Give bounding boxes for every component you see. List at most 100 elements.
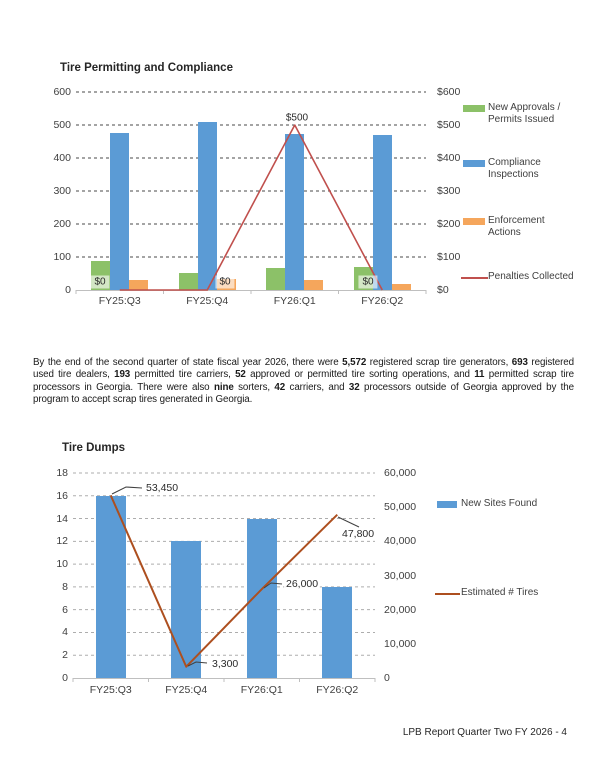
right-axis-tick-label: $600	[437, 86, 461, 98]
right-axis-tick-label: 10,000	[384, 637, 417, 650]
paragraph-bold-value: 32	[348, 381, 360, 393]
legend-label-line: Inspections	[488, 168, 539, 180]
x-axis-category-label: FY25:Q3	[98, 295, 141, 307]
bar-new-approvals-permits-issued-fy25-q4	[178, 272, 198, 290]
data-label-estimated-tires: 3,300	[210, 658, 241, 670]
legend-label-new-approvals-permits-issued: New Approvals / Permits Issued	[488, 102, 560, 125]
legend-label-line: New Sites Found	[461, 498, 538, 509]
data-label-leader-line	[111, 486, 143, 495]
right-axis-tick-label: 30,000	[384, 569, 417, 582]
bar-enforcement-actions-fy26-q2	[391, 284, 411, 290]
paragraph-text: By the end of the second quarter of stat…	[33, 357, 343, 368]
data-label-penalties-collected: $0	[358, 275, 378, 289]
right-axis-tick-label: 40,000	[384, 535, 417, 548]
chart2-title: Tire Dumps	[62, 442, 126, 454]
legend-swatch-compliance-inspections	[463, 160, 485, 167]
x-axis-category-label: FY25:Q4	[186, 295, 229, 307]
legend-label-estimated-tires: Estimated # Tires	[461, 587, 538, 599]
left-axis-tick-label: 500	[53, 119, 71, 131]
legend-label-line: New Approvals /	[488, 102, 561, 113]
paragraph-text: permitted tire carriers,	[130, 369, 236, 381]
left-axis-tick-label: 300	[53, 185, 71, 197]
body-paragraph: By the end of the second quarter of stat…	[33, 357, 574, 407]
x-axis-category-label: FY25:Q4	[165, 684, 208, 696]
paragraph-bold-value: 693	[511, 357, 528, 368]
left-axis-tick-label: 0	[62, 672, 68, 684]
legend-label-line: Actions	[488, 226, 521, 238]
left-axis-tick-label: 200	[53, 218, 71, 230]
data-label-penalties-collected: $0	[215, 275, 235, 289]
bar-compliance-inspections-fy26-q1	[285, 133, 305, 290]
left-axis-tick-label: 10	[56, 558, 68, 571]
x-axis-category-label: FY26:Q2	[316, 684, 359, 696]
left-axis-tick-label: 6	[62, 603, 68, 616]
x-axis-category-label: FY26:Q2	[361, 295, 404, 307]
left-axis-tick-label: 0	[65, 284, 71, 296]
left-axis-tick-label: 14	[56, 512, 68, 525]
paragraph-text: approved or permitted tire sorting opera…	[245, 369, 475, 381]
page-footer: LPB Report Quarter Two FY 2026 - 4	[402, 727, 567, 738]
data-label-penalties-collected: $500	[281, 111, 313, 125]
data-label-estimated-tires: 26,000	[284, 578, 321, 590]
data-label-leader-line	[337, 516, 360, 528]
legend-swatch-enforcement-actions	[463, 218, 485, 225]
bar-new-sites-found-fy26-q1	[246, 518, 277, 678]
x-axis-category-label: FY26:Q1	[273, 295, 316, 307]
left-axis-tick-label: 18	[56, 467, 68, 479]
right-axis-tick-label: 60,000	[384, 467, 417, 479]
data-label-estimated-tires: 47,800	[340, 528, 377, 540]
bar-new-sites-found-fy25-q3	[95, 495, 126, 678]
paragraph-text: registered used tire dealers,	[33, 357, 574, 381]
paragraph-text: registered scrap tire generators,	[366, 357, 512, 368]
legend-label-line: Estimated # Tires	[461, 587, 539, 598]
paragraph-bold-value: 11	[474, 369, 485, 381]
right-axis-tick-label: $300	[437, 185, 461, 197]
left-axis-tick-label: 8	[62, 580, 68, 593]
legend-label-new-sites-found: New Sites Found	[461, 498, 537, 510]
paragraph-bold-value: 193	[114, 369, 131, 381]
right-axis-tick-label: 50,000	[384, 501, 417, 514]
paragraph-text: sorters,	[233, 381, 275, 393]
paragraph-bold-value: 42	[274, 381, 286, 393]
paragraph-text: carriers, and	[285, 381, 349, 393]
legend-label-line: Compliance	[488, 157, 541, 168]
x-axis-category-label: FY26:Q1	[240, 684, 283, 696]
right-axis-tick-label: $500	[437, 119, 461, 131]
bar-compliance-inspections-fy26-q2	[372, 134, 392, 290]
bar-new-sites-found-fy25-q4	[171, 541, 202, 678]
right-axis-tick-label: 0	[384, 672, 390, 684]
right-axis-tick-label: $100	[437, 251, 461, 263]
left-axis-tick-label: 4	[62, 626, 68, 639]
paragraph-bold-value: nine	[213, 381, 234, 393]
right-axis-tick-label: $0	[437, 284, 449, 296]
paragraph-text: processors outside of Georgia approved b…	[33, 381, 574, 406]
bar-enforcement-actions-fy26-q1	[304, 280, 324, 290]
bar-new-approvals-permits-issued-fy26-q1	[266, 267, 286, 290]
legend-label-compliance-inspections: Compliance Inspections	[488, 157, 541, 180]
left-axis-tick-label: 2	[62, 649, 68, 662]
legend-label-penalties-collected: Penalties Collected	[488, 271, 574, 283]
paragraph-bold-value: 52	[235, 369, 246, 381]
bar-compliance-inspections-fy25-q3	[110, 133, 130, 290]
bar-enforcement-actions-fy25-q3	[129, 280, 149, 290]
x-axis-category-label: FY25:Q3	[89, 684, 132, 696]
paragraph-text: permitted scrap tire processors in Georg…	[33, 369, 574, 393]
data-label-penalties-collected: $0	[90, 275, 110, 289]
left-axis-tick-label: 600	[53, 86, 71, 98]
legend-swatch-new-sites-found	[437, 501, 457, 508]
right-axis-tick-label: $200	[437, 218, 461, 230]
legend-label-line: Permits Issued	[488, 113, 555, 125]
legend-label-line: Penalties Collected	[488, 271, 574, 282]
bar-compliance-inspections-fy25-q4	[197, 121, 217, 290]
left-axis-tick-label: 100	[53, 251, 71, 263]
left-axis-tick-label: 400	[53, 152, 71, 164]
legend-swatch-estimated-tires	[435, 593, 460, 595]
legend-label-enforcement-actions: Enforcement Actions	[488, 215, 545, 238]
line-series-penalties-collected	[119, 124, 383, 291]
legend-swatch-penalties-collected	[461, 277, 488, 279]
right-axis-tick-label: 20,000	[384, 603, 417, 616]
paragraph-bold-value: 5,572	[342, 357, 367, 368]
legend-label-line: Enforcement	[488, 215, 545, 226]
left-axis-tick-label: 12	[56, 535, 68, 548]
